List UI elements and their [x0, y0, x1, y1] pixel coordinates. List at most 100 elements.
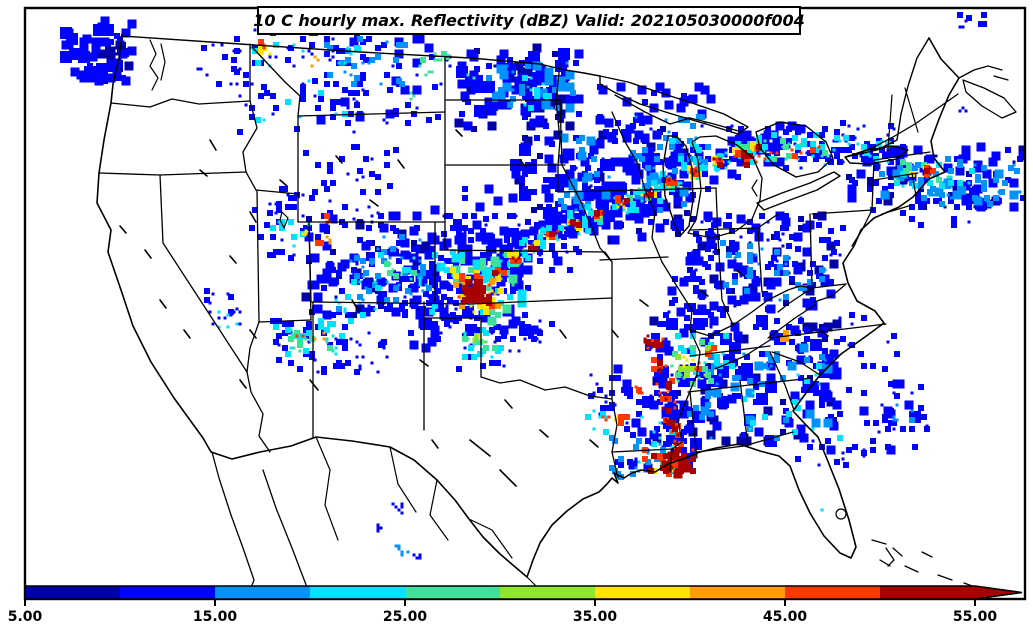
radar-echo [522, 75, 528, 81]
radar-echo [796, 355, 806, 365]
radar-echo [795, 456, 801, 462]
radar-echo [820, 385, 830, 395]
radar-echo [909, 216, 915, 222]
colorbar-segment [595, 586, 690, 599]
radar-echo [754, 361, 764, 371]
radar-echo [1002, 180, 1008, 186]
radar-echo [837, 159, 843, 165]
radar-echo [516, 258, 522, 264]
radar-echo [705, 372, 711, 378]
radar-echo [775, 151, 779, 155]
radar-echo [831, 249, 837, 255]
radar-echo [330, 105, 336, 111]
radar-echo [358, 280, 362, 284]
radar-echo [810, 141, 816, 147]
radar-echo [328, 58, 332, 62]
radar-echo [756, 135, 762, 141]
radar-echo [480, 258, 486, 264]
radar-echo [486, 267, 492, 273]
radar-echo [861, 390, 867, 396]
radar-echo [690, 345, 696, 351]
radar-echo [570, 90, 576, 96]
radar-echo [432, 303, 438, 309]
state-border [251, 46, 301, 117]
radar-echo [670, 364, 674, 368]
radar-echo [385, 280, 389, 284]
radar-echo [777, 264, 783, 270]
radar-echo [352, 217, 356, 221]
radar-echo [861, 450, 867, 456]
radar-echo [463, 334, 467, 338]
radar-echo [486, 63, 492, 69]
radar-echo [607, 175, 611, 179]
radar-echo [646, 346, 650, 350]
radar-echo [279, 186, 285, 192]
radar-echo [454, 307, 458, 311]
river-dash [819, 329, 829, 337]
radar-echo [759, 213, 765, 219]
radar-echo [298, 349, 302, 353]
radar-echo [93, 24, 105, 36]
radar-echo [882, 414, 888, 420]
radar-echo [633, 138, 639, 144]
radar-echo [381, 339, 387, 345]
radar-echo [886, 160, 890, 164]
state-border [904, 87, 919, 133]
mexico-border [468, 518, 513, 559]
mexico-border [315, 436, 339, 541]
radar-echo [639, 156, 645, 162]
radar-echo [610, 235, 620, 245]
radar-echo [349, 337, 353, 341]
radar-echo [384, 261, 390, 267]
radar-echo [625, 211, 629, 215]
radar-echo [729, 228, 735, 234]
radar-echo [495, 303, 501, 309]
radar-echo [763, 139, 767, 143]
radar-echo [799, 166, 803, 170]
radar-echo [345, 294, 351, 300]
radar-echo [652, 430, 656, 434]
radar-echo [636, 411, 642, 417]
radar-echo [766, 280, 776, 290]
radar-echo [459, 258, 465, 264]
radar-echo [238, 310, 242, 314]
radar-echo [813, 213, 819, 219]
radar-echo [102, 63, 108, 69]
radar-echo [864, 150, 870, 156]
radar-echo [681, 93, 687, 99]
radar-echo [358, 49, 362, 53]
radar-echo [769, 364, 773, 368]
radar-echo [88, 52, 98, 62]
radar-echo [559, 133, 569, 143]
radar-echo [709, 301, 719, 311]
radar-echo [352, 130, 356, 134]
river-dash [209, 139, 217, 151]
mexico-border [429, 479, 449, 541]
radar-echo [492, 213, 498, 219]
radar-echo [837, 411, 843, 417]
radar-echo [363, 57, 369, 63]
radar-echo [450, 249, 456, 255]
radar-echo [351, 144, 357, 150]
radar-echo [376, 247, 380, 251]
radar-echo [396, 42, 402, 48]
river-dash [279, 179, 288, 187]
radar-echo [928, 193, 932, 197]
radar-echo [885, 426, 891, 432]
radar-echo [694, 256, 704, 266]
radar-echo [727, 259, 737, 269]
radar-echo [637, 232, 647, 242]
river-dash [455, 129, 463, 137]
radar-echo [409, 283, 419, 293]
radar-echo [370, 157, 374, 161]
radar-echo [694, 136, 698, 140]
radar-echo [600, 411, 606, 417]
radar-echo [613, 403, 617, 407]
radar-echo [292, 346, 296, 350]
radar-echo [444, 267, 450, 273]
radar-echo [601, 211, 605, 215]
radar-echo [972, 195, 978, 201]
island [921, 551, 933, 558]
radar-echo [552, 93, 558, 99]
radar-echo [715, 382, 719, 386]
